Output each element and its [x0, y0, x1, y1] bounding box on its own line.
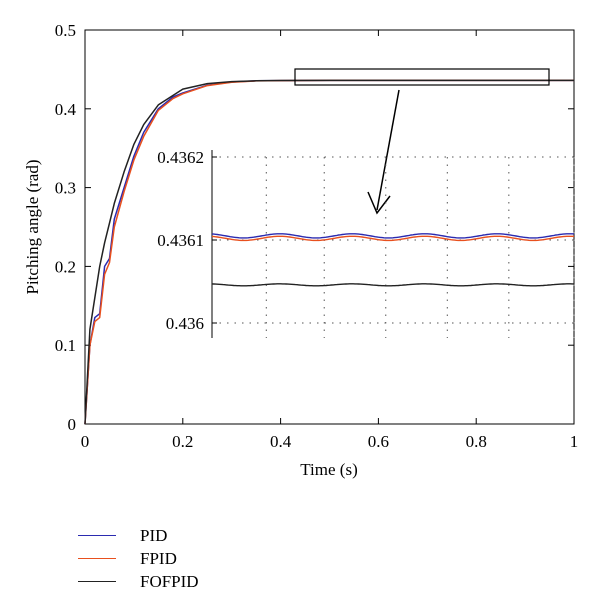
y-tick-label: 0.5	[55, 21, 76, 40]
inset-line-fpid	[211, 235, 575, 242]
y-tick-label: 0.3	[55, 179, 76, 198]
x-tick-label: 0.8	[466, 432, 487, 451]
x-tick-label: 0.2	[172, 432, 193, 451]
inset-grid	[212, 156, 575, 338]
legend-item-fofpid: FOFPID	[78, 570, 199, 593]
zoom-arrow-shaft	[376, 89, 400, 211]
inset-line-fofpid	[211, 283, 574, 287]
inset-y-tick-label: 0.4362	[157, 148, 204, 167]
zoom-region-box	[294, 68, 550, 86]
legend: PID FPID FOFPID	[78, 524, 199, 593]
inset-zoom-plot: 0.436 0.4361 0.4362	[157, 148, 575, 338]
inset-y-tick-label: 0.436	[166, 314, 204, 333]
legend-swatch-fofpid	[78, 581, 116, 582]
series-line-fofpid	[84, 79, 574, 425]
legend-item-pid: PID	[78, 524, 199, 547]
inset-line-pid	[211, 233, 575, 239]
x-axis-ticks: 0 0.2 0.4 0.6 0.8 1	[81, 30, 579, 451]
x-tick-label: 0.4	[270, 432, 292, 451]
legend-label-pid: PID	[140, 525, 168, 545]
inset-y-ticks: 0.436 0.4361 0.4362	[157, 148, 217, 333]
x-tick-label: 1	[570, 432, 579, 451]
y-tick-label: 0	[68, 415, 77, 434]
x-tick-label: 0.6	[368, 432, 389, 451]
x-tick-label: 0	[81, 432, 90, 451]
legend-swatch-pid	[78, 535, 116, 536]
legend-label-fpid: FPID	[140, 548, 177, 568]
y-tick-label: 0.1	[55, 336, 76, 355]
main-series-lines	[84, 79, 574, 425]
legend-swatch-fpid	[78, 558, 116, 559]
legend-label-fofpid: FOFPID	[140, 571, 199, 591]
plot-area	[84, 29, 575, 425]
inset-series-lines	[211, 233, 575, 287]
inset-y-tick-label: 0.4361	[157, 231, 204, 250]
x-axis-title: Time (s)	[300, 460, 357, 479]
zoom-arrow-head	[367, 191, 391, 215]
y-axis-title: Pitching angle (rad)	[23, 159, 42, 294]
y-tick-label: 0.2	[55, 257, 76, 276]
y-axis-ticks: 0 0.1 0.2 0.3 0.4 0.5	[55, 21, 574, 434]
legend-item-fpid: FPID	[78, 547, 199, 570]
y-tick-label: 0.4	[55, 100, 77, 119]
